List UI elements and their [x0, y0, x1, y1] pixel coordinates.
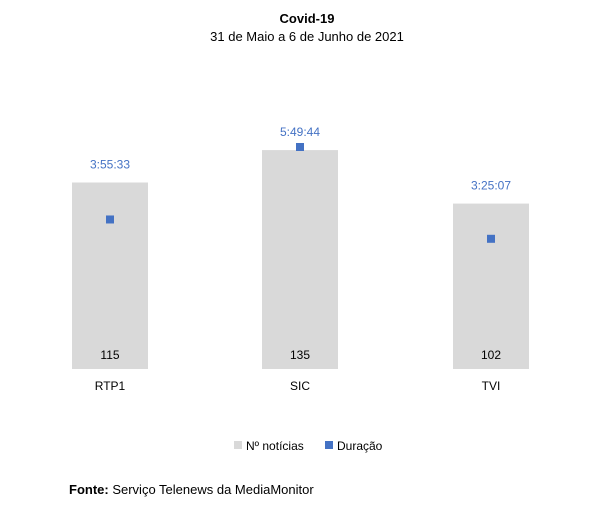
source-text: Serviço Telenews da MediaMonitor [108, 482, 314, 497]
plot-area: 115 RTP1 3:55:33 135 SIC 5:49:44 102 TVI 3:25:07 [72, 125, 529, 393]
bar-value-label-rtp1: 115 [100, 348, 119, 362]
legend-label-duracao: Duração [337, 439, 383, 453]
chart-title: Covid-19 [280, 11, 335, 26]
legend: Nº notícias Duração [234, 439, 383, 453]
legend-swatch-duracao [325, 441, 333, 449]
source-label: Fonte: [69, 482, 109, 497]
category-label-rtp1: RTP1 [95, 379, 126, 393]
bar-value-label-tvi: 102 [481, 348, 501, 362]
legend-label-noticias: Nº notícias [246, 439, 304, 453]
duration-label-tvi: 3:25:07 [471, 179, 511, 193]
duration-marker-sic [296, 143, 304, 152]
chart-subtitle: 31 de Maio a 6 de Junho de 2021 [210, 29, 404, 44]
duration-marker-tvi [487, 234, 495, 243]
bar-sic [262, 150, 338, 369]
legend-swatch-noticias [234, 441, 242, 449]
duration-marker-rtp1 [106, 215, 114, 224]
bar-rtp1 [72, 182, 148, 369]
duration-label-rtp1: 3:55:33 [90, 158, 130, 172]
bar-value-label-sic: 135 [290, 348, 310, 362]
duration-label-sic: 5:49:44 [280, 125, 320, 139]
bar-tvi [453, 203, 529, 369]
source-note: Fonte: Serviço Telenews da MediaMonitor [69, 482, 314, 497]
category-label-sic: SIC [290, 379, 310, 393]
category-label-tvi: TVI [482, 379, 501, 393]
